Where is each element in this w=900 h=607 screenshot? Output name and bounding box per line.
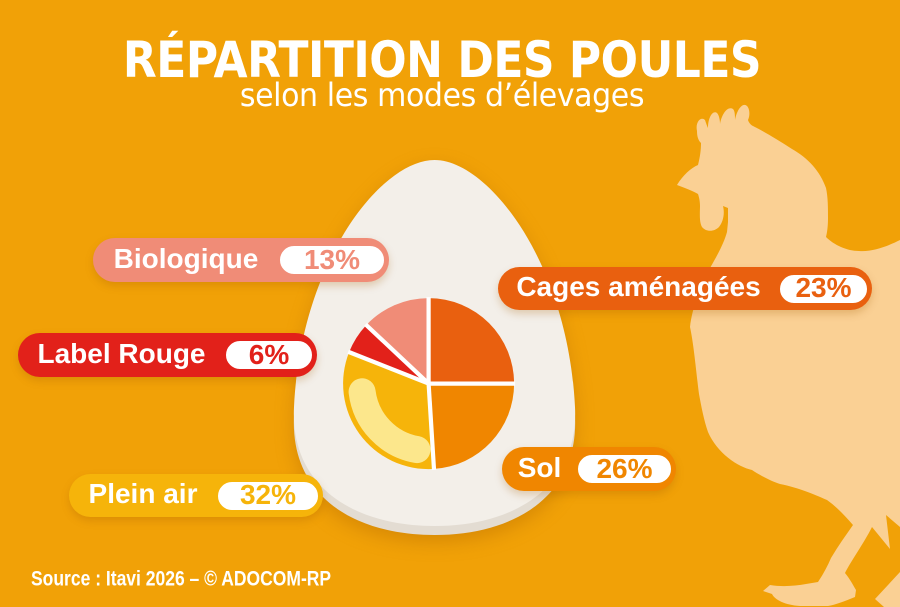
- legend-pill-sol: Sol 26%: [502, 447, 676, 491]
- legend-label: Biologique: [113, 242, 259, 274]
- pie-slice-4: [366, 298, 429, 384]
- legend-value-badge: 26%: [575, 452, 674, 486]
- source-note: Source : Itavi 2026 – © ADOCOM-RP: [31, 566, 332, 591]
- legend-pill-biologique: Biologique 13%: [93, 238, 389, 282]
- legend-value-badge: 13%: [277, 243, 387, 277]
- pie-slice-3: [349, 325, 429, 384]
- legend-label: Sol: [517, 451, 562, 483]
- legend-value-badge: 32%: [215, 478, 321, 513]
- pie-separator: [364, 322, 431, 386]
- legend-label: Cages aménagées: [516, 271, 761, 302]
- title-block: RÉPARTITION DES POULES selon les modes d…: [0, 31, 884, 115]
- hen-silhouette-icon: [677, 104, 900, 607]
- pie-slice-1: [428, 383, 515, 469]
- legend-pill-cages: Cages aménagées 23%: [498, 267, 872, 310]
- yolk-highlight: [348, 378, 431, 464]
- hen-foot-path: [875, 572, 900, 607]
- page-title: RÉPARTITION DES POULES: [122, 31, 762, 90]
- legend-value-badge: 6%: [223, 338, 315, 372]
- pie-separator: [426, 383, 437, 471]
- pie-slice-0: [428, 298, 515, 384]
- hen-body-path: [677, 104, 900, 606]
- legend-label: Plein air: [88, 478, 198, 509]
- page-subtitle: selon les modes d’élevages: [239, 77, 645, 115]
- legend-pill-plein-air: Plein air 32%: [69, 474, 323, 517]
- legend-label: Label Rouge: [37, 337, 206, 369]
- legend-pill-label-rouge: Label Rouge 6%: [18, 333, 317, 377]
- legend-value-badge: 23%: [777, 271, 870, 306]
- pie-separator: [347, 349, 430, 386]
